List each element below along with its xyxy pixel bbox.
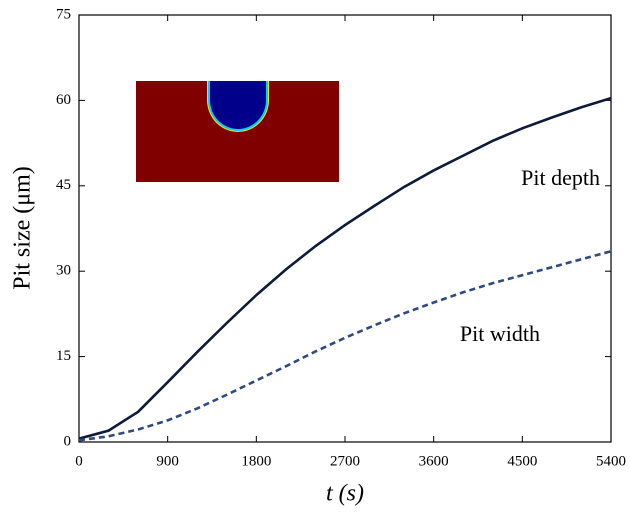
x-tick-label: 2700 xyxy=(330,453,360,469)
data-line xyxy=(78,96,612,440)
series-label: Pit depth xyxy=(521,165,600,190)
x-tick-label: 4500 xyxy=(507,453,537,469)
x-tick-label: 1800 xyxy=(241,453,271,469)
y-tick-label: 45 xyxy=(56,177,71,193)
x-tick-label: 3600 xyxy=(419,453,449,469)
y-tick-label: 60 xyxy=(56,92,71,108)
y-tick-label: 0 xyxy=(64,433,72,449)
y-tick-label: 30 xyxy=(56,263,71,279)
x-tick-label: 900 xyxy=(156,453,179,469)
plot-frame xyxy=(78,14,612,443)
y-axis-label: Pit size (μm) xyxy=(10,166,36,290)
x-tick-label: 5400 xyxy=(596,453,626,469)
inset-image xyxy=(136,81,339,182)
data-line xyxy=(78,250,612,442)
y-tick-label: 15 xyxy=(56,348,71,364)
series-label: Pit width xyxy=(460,321,540,346)
y-tick-label: 75 xyxy=(56,6,71,22)
x-tick-label: 0 xyxy=(75,453,83,469)
x-axis-label: t (s) xyxy=(326,481,364,507)
